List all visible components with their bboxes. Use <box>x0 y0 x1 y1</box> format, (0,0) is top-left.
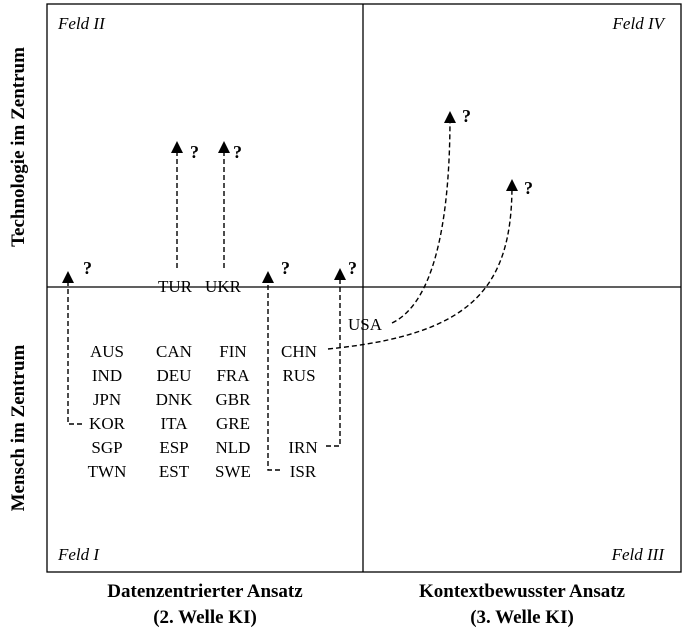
arrow-chn <box>327 179 518 350</box>
y-axis-label-top: Technologie im Zentrum <box>8 47 29 247</box>
country-column-1: AUS IND JPN KOR SGP TWN <box>88 342 127 481</box>
country-aus: AUS <box>90 342 124 361</box>
country-ind: IND <box>92 366 122 385</box>
arrow-irn <box>326 268 346 447</box>
question-mark-kor: ? <box>83 258 92 278</box>
country-esp: ESP <box>159 438 188 457</box>
x-axis-label-right-line1: Kontextbewusster Ansatz <box>419 581 626 602</box>
country-ita: ITA <box>161 414 189 433</box>
field-label-ii: Feld II <box>57 14 106 33</box>
country-kor: KOR <box>89 414 126 433</box>
country-swe: SWE <box>215 462 251 481</box>
country-nld: NLD <box>216 438 251 457</box>
question-mark-ukr: ? <box>233 142 242 162</box>
country-gre: GRE <box>216 414 250 433</box>
country-rus: RUS <box>282 366 315 385</box>
field-label-iv: Feld IV <box>612 14 667 33</box>
country-column-2: CAN DEU DNK ITA ESP EST <box>156 342 194 481</box>
x-axis-label-left-line1: Datenzentrierter Ansatz <box>107 581 303 602</box>
country-twn: TWN <box>88 462 127 481</box>
country-usa: USA <box>348 315 383 334</box>
country-fra: FRA <box>216 366 250 385</box>
question-mark-tur: ? <box>190 142 199 162</box>
question-mark-usa: ? <box>462 106 471 126</box>
country-est: EST <box>159 462 190 481</box>
arrow-isr <box>262 271 280 471</box>
arrow-kor <box>62 271 82 425</box>
country-jpn: JPN <box>93 390 121 409</box>
field-label-i: Feld I <box>57 545 100 564</box>
country-dnk: DNK <box>156 390 194 409</box>
arrow-usa <box>391 111 456 324</box>
country-irn: IRN <box>288 438 317 457</box>
country-isr: ISR <box>290 462 317 481</box>
country-chn: CHN <box>281 342 317 361</box>
question-mark-isr: ? <box>281 258 290 278</box>
country-column-4: CHN RUS IRN ISR <box>281 342 318 481</box>
country-deu: DEU <box>157 366 192 385</box>
country-can: CAN <box>156 342 192 361</box>
field-label-iii: Feld III <box>611 545 666 564</box>
diagram-frame <box>46 3 682 573</box>
x-axis-label-right-line2: (3. Welle KI) <box>470 607 574 628</box>
country-sgp: SGP <box>91 438 122 457</box>
country-tur: TUR <box>158 277 193 296</box>
country-fin: FIN <box>219 342 246 361</box>
x-axis-label-left-line2: (2. Welle KI) <box>153 607 257 628</box>
country-column-3: FIN FRA GBR GRE NLD SWE <box>215 342 251 481</box>
question-mark-irn: ? <box>348 258 357 278</box>
question-mark-chn: ? <box>524 178 533 198</box>
country-ukr: UKR <box>205 277 242 296</box>
arrows <box>62 111 518 471</box>
country-gbr: GBR <box>216 390 252 409</box>
y-axis-label-bottom: Mensch im Zentrum <box>8 344 29 511</box>
